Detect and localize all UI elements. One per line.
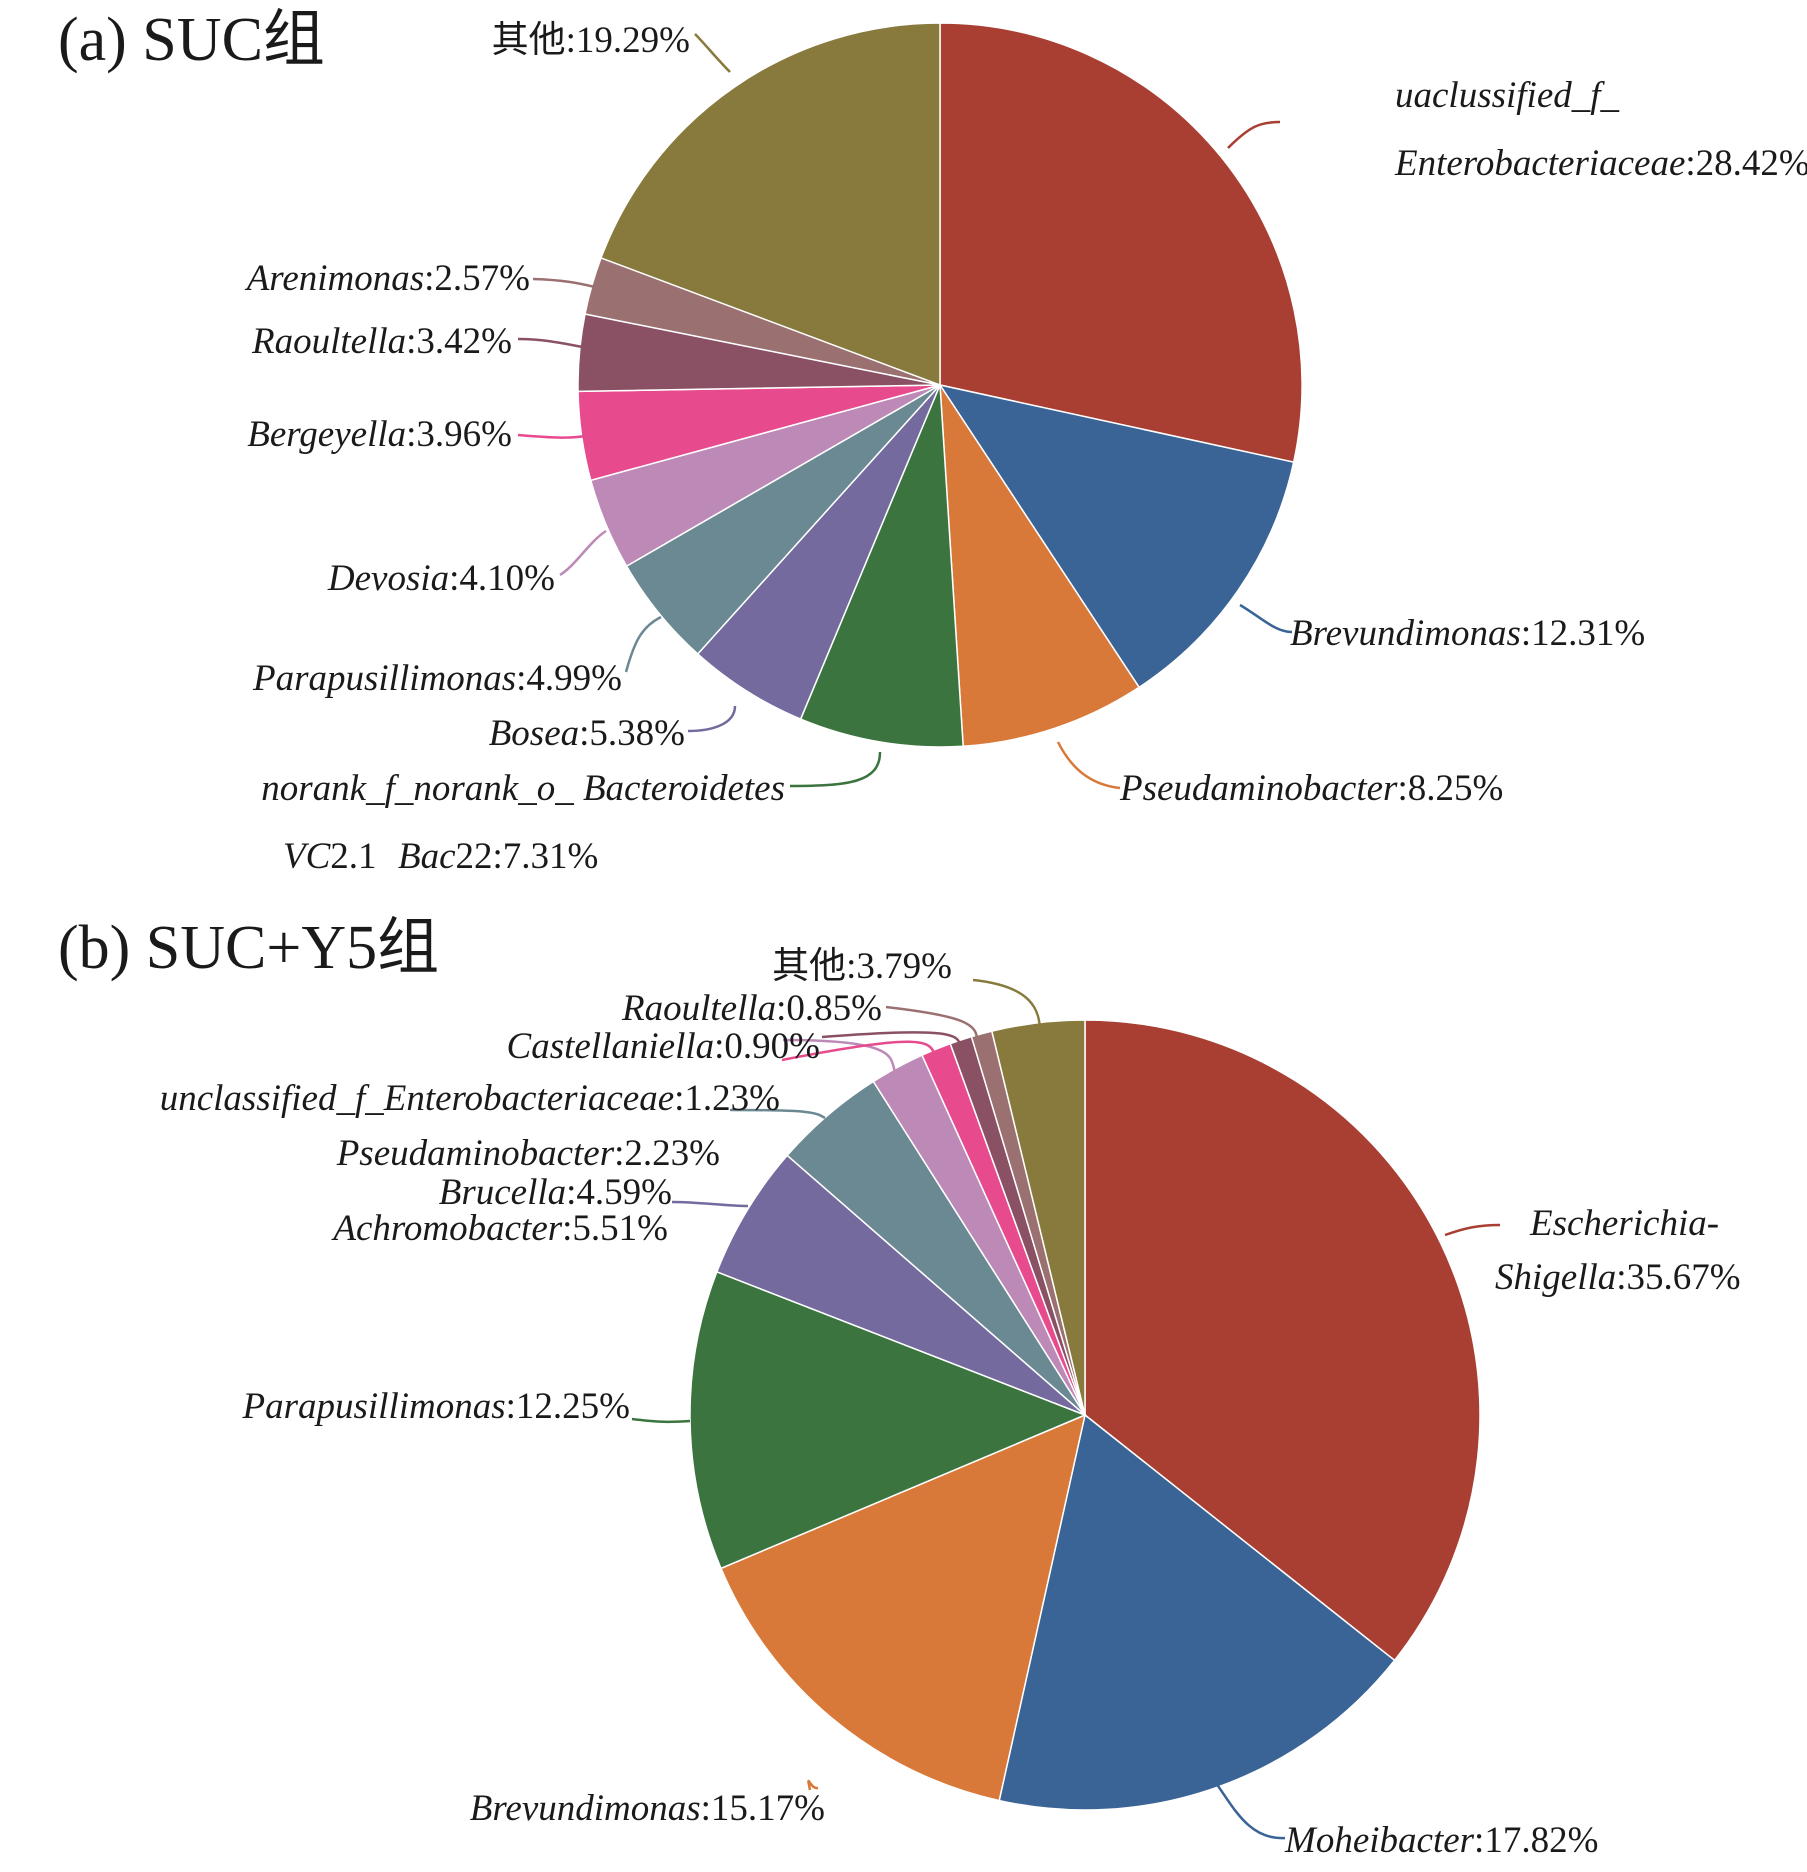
leader-line (631, 1417, 691, 1424)
leader-line (624, 615, 662, 673)
slice-label: unclassified_f_Enterobacteriaceae:1.23% (160, 1078, 780, 1119)
leader-line (782, 1038, 897, 1073)
pie-b-labels: Escherichia- Shigella:35.67% Moheibacter:1… (160, 946, 1741, 1861)
slice-label: Pseudaminobacter:2.23% (336, 1133, 720, 1174)
leader-line (1444, 1223, 1501, 1237)
pie-slice (939, 22, 1303, 464)
slice-label: Bergeyella:3.96% (247, 414, 512, 455)
pie-slice (799, 384, 964, 748)
pie-slice (1084, 1019, 1481, 1662)
leader-line (729, 1108, 826, 1120)
leader-line (1214, 1782, 1286, 1840)
pie-slice (715, 1154, 1086, 1416)
leader-line (789, 751, 882, 788)
slice-label: Achromobacter:5.51% (330, 1208, 668, 1249)
panel-a-title: (a) SUC组 (58, 6, 325, 74)
leader-line (1239, 603, 1293, 634)
leader-line (671, 1200, 749, 1208)
slice-label: Bac22:7.31% (398, 836, 598, 877)
leader-line (972, 978, 1042, 1033)
slice-label: 其他:3.79% (772, 946, 952, 987)
leader-line (807, 1779, 819, 1791)
slice-label: norank_f_norank_o_ Bacteroidetes (261, 768, 785, 809)
pie-slice (939, 382, 1141, 748)
panel-b-title: (b) SUC+Y5组 (58, 914, 439, 982)
slice-label: Parapusillimonas:12.25% (242, 1386, 631, 1427)
leader-line (885, 1005, 979, 1043)
slice-label: Shigella:35.67% (1495, 1257, 1741, 1298)
pie-chart-a (577, 22, 1303, 748)
leader-line (781, 1040, 937, 1062)
pie-chart-b (689, 1019, 1481, 1811)
pie-slice (998, 1413, 1396, 1811)
pie-a-labels: uaclussified_f_ Enterobacteriaceae:28.42%… (244, 20, 1807, 877)
slice-label: 其他:19.29% (492, 20, 690, 61)
slice-label: Bosea:5.38% (489, 713, 685, 754)
pie-slice (720, 1413, 1087, 1802)
pie-slice (600, 22, 941, 387)
slice-label: Enterobacteriaceae:28.42% (1394, 143, 1807, 184)
slice-label: Brucella:4.59% (439, 1172, 672, 1213)
leader-line (821, 1031, 962, 1048)
slice-label: Escherichia- (1529, 1203, 1719, 1244)
pie-slice (990, 1019, 1086, 1416)
slice-label: Brevundimonas:15.17% (470, 1788, 825, 1829)
slice-label: Raoultella:0.85% (621, 988, 882, 1029)
leader-line (517, 337, 590, 350)
slice-label: Moheibacter:17.82% (1284, 1820, 1598, 1861)
leader-line (532, 277, 596, 289)
leader-line (1056, 741, 1121, 790)
pie-slice (938, 383, 1295, 689)
slice-label: Brevundimonas:12.31% (1290, 613, 1645, 654)
slice-label: Parapusillimonas:4.99% (252, 658, 622, 699)
slice-label: Castellaniella:0.90% (507, 1026, 820, 1067)
slice-label: Arenimonas:2.57% (244, 258, 530, 299)
pie-slice (689, 1270, 1087, 1570)
slice-label: Pseudaminobacter:8.25% (1119, 768, 1503, 809)
leader-line (687, 705, 737, 733)
slice-label: VC2.1 (283, 836, 377, 877)
leader-line (694, 33, 731, 73)
slice-label: Raoultella:3.42% (251, 321, 512, 362)
leader-line (1227, 120, 1281, 149)
slice-label: uaclussified_f_ (1395, 75, 1620, 116)
leader-line (559, 529, 607, 577)
leader-line (517, 433, 592, 439)
slice-label: Devosia:4.10% (327, 558, 555, 599)
